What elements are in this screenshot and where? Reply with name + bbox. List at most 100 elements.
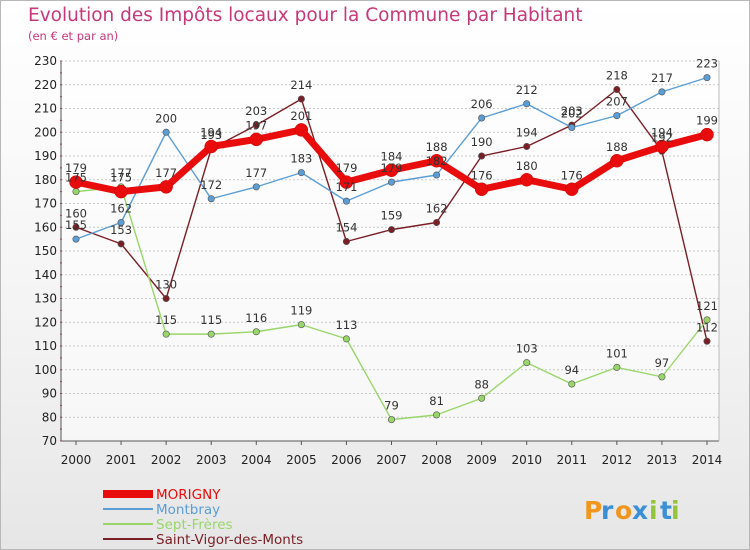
data-point: [523, 359, 531, 367]
data-label: 112: [696, 320, 718, 334]
data-label: 194: [200, 126, 222, 140]
data-label: 175: [65, 171, 87, 185]
x-tick-label: 2010: [511, 453, 542, 467]
data-point: [565, 182, 579, 196]
data-label: 176: [561, 168, 583, 182]
data-label: 97: [655, 356, 670, 370]
proxiti-logo: Pr o x i t i: [584, 496, 680, 525]
logo-letter: t: [660, 496, 672, 525]
chart-subtitle: (en € et par an): [28, 29, 119, 43]
data-label: 176: [471, 168, 493, 182]
data-label: 203: [561, 104, 583, 118]
y-tick-label: 70: [42, 434, 57, 448]
data-point: [342, 335, 350, 343]
data-point: [519, 173, 534, 187]
data-label: 188: [426, 140, 448, 154]
data-label: 197: [245, 118, 267, 132]
data-point: [207, 195, 215, 203]
data-label: 177: [110, 166, 132, 180]
series-Montbray: [72, 74, 711, 243]
y-tick-label: 220: [34, 78, 57, 92]
y-tick-label: 80: [42, 410, 57, 424]
legend-label: Sept-Frères: [156, 517, 233, 533]
data-label: 207: [606, 95, 628, 109]
data-label: 171: [335, 180, 357, 194]
data-point: [613, 86, 621, 94]
data-point: [613, 112, 621, 120]
data-label: 206: [471, 97, 493, 111]
data-point: [342, 238, 350, 246]
data-label: 79: [384, 399, 399, 413]
data-label: 103: [516, 342, 538, 356]
logo-letter: i: [671, 496, 680, 525]
data-point: [384, 163, 399, 177]
series-Sept-Frères: [72, 183, 711, 424]
y-tick-label: 100: [34, 363, 57, 377]
legend: MORIGNYMontbraySept-FrèresSaint-Vigor-de…: [103, 487, 303, 548]
data-point: [387, 178, 395, 186]
y-tick-label: 210: [34, 102, 57, 116]
data-point: [252, 183, 260, 191]
data-label: 81: [429, 394, 444, 408]
x-tick-label: 2012: [602, 453, 633, 467]
logo-letter: r: [601, 496, 614, 525]
data-label: 172: [200, 178, 222, 192]
data-label: 202: [561, 107, 583, 121]
data-label: 121: [696, 299, 718, 313]
y-tick-label: 140: [34, 268, 57, 282]
data-point: [162, 330, 170, 338]
data-label: 130: [155, 278, 177, 292]
data-point: [658, 373, 666, 381]
data-label: 162: [110, 202, 132, 216]
logo-letter: P: [584, 496, 602, 525]
x-tick-label: 2002: [151, 453, 182, 467]
y-tick-label: 130: [34, 292, 57, 306]
data-label: 180: [516, 159, 538, 173]
data-point: [433, 171, 441, 179]
x-tick-label: 2008: [421, 453, 452, 467]
data-label: 199: [696, 114, 718, 128]
data-point: [117, 240, 125, 248]
data-label: 193: [200, 128, 222, 142]
data-point: [387, 416, 395, 424]
data-label: 115: [155, 313, 177, 327]
data-point: [568, 380, 576, 388]
data-point: [568, 124, 576, 132]
data-label: 203: [245, 104, 267, 118]
data-label: 212: [516, 83, 538, 97]
data-point: [478, 152, 486, 160]
data-point: [339, 175, 354, 189]
data-point: [474, 182, 489, 196]
data-label: 223: [696, 57, 718, 71]
data-point: [159, 180, 173, 194]
data-label: 160: [65, 206, 87, 220]
data-point: [387, 226, 395, 234]
data-label: 153: [110, 223, 132, 237]
data-point: [297, 169, 305, 177]
data-point: [162, 128, 170, 136]
x-tick-label: 2007: [376, 453, 407, 467]
data-label: 159: [381, 209, 403, 223]
data-label: 177: [155, 166, 177, 180]
data-label: 200: [155, 111, 177, 125]
x-tick-label: 2001: [106, 453, 137, 467]
y-tick-label: 150: [34, 244, 57, 258]
data-point: [294, 123, 309, 137]
x-tick-label: 2006: [331, 453, 362, 467]
data-point: [613, 363, 621, 371]
data-point: [703, 337, 711, 345]
data-label: 154: [335, 221, 357, 235]
x-tick-label: 2003: [196, 453, 227, 467]
data-label: 192: [651, 130, 673, 144]
data-point: [478, 394, 486, 402]
y-tick-label: 120: [34, 315, 57, 329]
legend-label: Montbray: [156, 502, 220, 518]
data-label: 194: [651, 126, 673, 140]
data-label: 175: [110, 171, 132, 185]
logo-letter: o: [615, 496, 632, 525]
data-label: 184: [381, 149, 403, 163]
data-point: [478, 114, 486, 122]
y-tick-label: 170: [34, 197, 57, 211]
